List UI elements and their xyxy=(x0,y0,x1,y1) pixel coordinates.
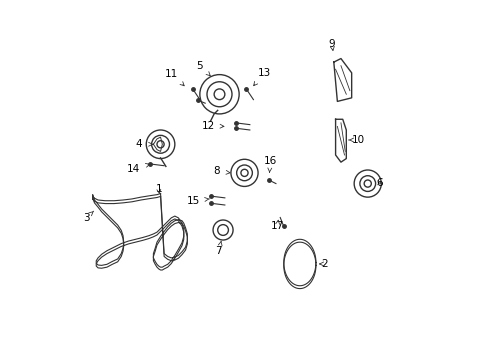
Text: 12: 12 xyxy=(201,121,214,131)
Text: 5: 5 xyxy=(196,61,203,71)
Text: 10: 10 xyxy=(351,135,364,145)
Text: 6: 6 xyxy=(375,178,382,188)
Text: 17: 17 xyxy=(270,221,284,231)
Text: 9: 9 xyxy=(328,39,335,49)
Text: 15: 15 xyxy=(187,196,200,206)
Text: 3: 3 xyxy=(83,212,90,222)
Text: 7: 7 xyxy=(215,247,222,256)
Text: 13: 13 xyxy=(257,68,270,78)
Text: 2: 2 xyxy=(321,259,327,269)
Text: 11: 11 xyxy=(164,68,178,78)
Text: 1: 1 xyxy=(155,184,162,194)
Text: 16: 16 xyxy=(263,157,276,166)
Text: 8: 8 xyxy=(213,166,220,176)
Text: 14: 14 xyxy=(126,164,140,174)
Text: 4: 4 xyxy=(136,139,142,149)
